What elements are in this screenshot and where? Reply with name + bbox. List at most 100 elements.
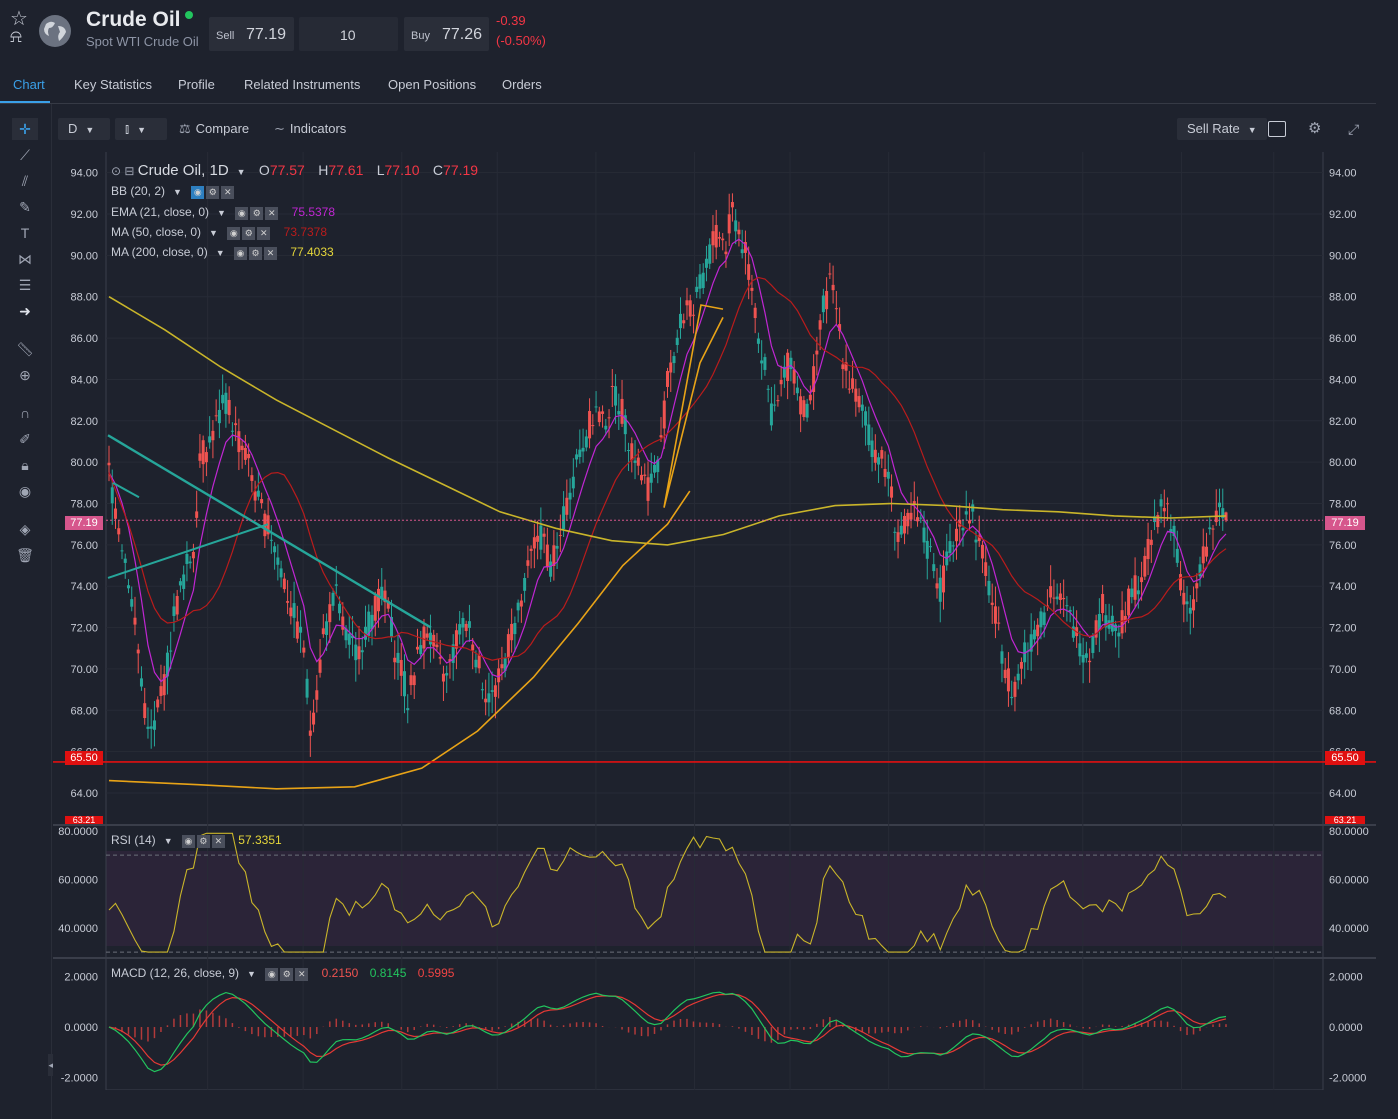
star-icon[interactable]: ☆ xyxy=(10,8,28,30)
bb-label[interactable]: BB (20, 2) xyxy=(111,184,166,198)
chart-background xyxy=(53,152,1376,1090)
settings-gear-icon[interactable]: ⚙ xyxy=(196,834,210,848)
settings-gear-icon[interactable]: ⚙ xyxy=(248,246,262,260)
close-icon[interactable]: ✕ xyxy=(295,967,309,981)
visibility-eye-icon[interactable]: ◉ xyxy=(18,483,32,499)
collapse-toolbar-icon[interactable]: ◀ xyxy=(48,1054,56,1076)
trash-icon[interactable]: 🗑︎ xyxy=(16,547,34,563)
candle-body xyxy=(760,360,764,364)
candle-body xyxy=(799,396,803,415)
chevron-down-icon[interactable]: ▼ xyxy=(236,167,246,177)
buy-button[interactable]: Buy 77.26 xyxy=(404,17,489,51)
magnet-icon[interactable]: ∩ xyxy=(19,405,31,421)
candle-body xyxy=(575,454,579,460)
candle-body xyxy=(1055,596,1059,600)
close-icon[interactable]: ✕ xyxy=(263,246,277,260)
candle-body xyxy=(903,515,907,534)
ma50-label[interactable]: MA (50, close, 0) xyxy=(111,225,202,239)
candle-body xyxy=(402,671,406,697)
chevron-down-icon[interactable]: ▼ xyxy=(215,248,225,258)
candle-body xyxy=(932,564,936,572)
settings-gear-icon[interactable]: ⚙ xyxy=(280,967,294,981)
macd-tick-label-left: -2.0000 xyxy=(61,1072,98,1084)
sell-button[interactable]: Sell 77.19 xyxy=(209,17,294,51)
tab-open-positions[interactable]: Open Positions xyxy=(388,77,477,92)
ruler-icon[interactable]: 📏︎ xyxy=(16,341,34,357)
macd-label[interactable]: MACD (12, 26, close, 9) xyxy=(111,966,240,980)
price-chart[interactable]: AprMayJunJulAugSepOctNovDec2024FebMar94.… xyxy=(53,152,1376,1090)
candle-body xyxy=(464,623,468,631)
crosshair-icon[interactable]: ✛ xyxy=(12,118,38,140)
screenshot-icon[interactable] xyxy=(1268,121,1286,137)
compare-button[interactable]: ⚖ Compare xyxy=(179,118,249,140)
tab-orders[interactable]: Orders xyxy=(502,77,542,92)
chevron-down-icon: ▼ xyxy=(85,125,95,135)
ema-label[interactable]: EMA (21, close, 0) xyxy=(111,205,210,219)
channel-icon[interactable]: ⫽ xyxy=(21,173,29,189)
visibility-eye-icon[interactable]: ◉ xyxy=(235,206,249,220)
candle-body xyxy=(1201,546,1205,564)
compare-label: Compare xyxy=(195,121,250,136)
candle-body xyxy=(997,622,1001,624)
brush-icon[interactable]: ✎ xyxy=(19,199,31,215)
close-icon[interactable]: ✕ xyxy=(265,206,279,220)
close-icon[interactable]: ✕ xyxy=(211,834,225,848)
rsi-tick-label-right: 80.0000 xyxy=(1329,826,1369,838)
chart-canvas[interactable]: AprMayJunJulAugSepOctNovDec2024FebMar94.… xyxy=(53,152,1376,1090)
quantity-input[interactable]: 10 xyxy=(299,17,398,51)
ma200-label[interactable]: MA (200, close, 0) xyxy=(111,245,208,259)
alert-bell-icon[interactable]: ⍾ xyxy=(10,26,22,46)
candle-body xyxy=(221,394,225,404)
symbol-label[interactable]: Crude Oil, 1D xyxy=(137,162,229,179)
candle-body xyxy=(1136,590,1140,595)
chevron-down-icon[interactable]: ▼ xyxy=(209,228,218,238)
settings-gear-icon[interactable]: ⚙ xyxy=(242,226,256,240)
chart-type-dropdown[interactable]: ⫾ ▼ xyxy=(115,118,167,140)
settings-gear-icon[interactable]: ⚙ xyxy=(206,185,220,199)
candle-body xyxy=(230,430,234,432)
visibility-eye-icon[interactable]: ◉ xyxy=(181,834,195,848)
settings-gear-icon[interactable]: ⚙ xyxy=(250,206,264,220)
legend-toggle-icon[interactable]: ⊙ ⊟ xyxy=(111,164,138,178)
fullscreen-icon[interactable]: ⤢ xyxy=(1348,121,1360,137)
candle-body xyxy=(490,690,494,692)
pattern-icon[interactable]: ⋈ xyxy=(18,251,32,267)
candle-body xyxy=(198,453,202,461)
candle-body xyxy=(601,411,605,414)
fibonacci-icon[interactable]: ☰ xyxy=(18,277,32,293)
chevron-down-icon[interactable]: ▼ xyxy=(247,969,256,979)
zoom-in-icon[interactable]: ⊕ xyxy=(19,367,31,383)
chevron-down-icon[interactable]: ▼ xyxy=(217,208,226,218)
indicators-button[interactable]: ∼ Indicators xyxy=(274,118,346,140)
rsi-line xyxy=(108,832,1227,953)
candle-body xyxy=(614,386,618,406)
close-icon[interactable]: ✕ xyxy=(221,185,235,199)
rsi-legend: RSI (14) ▼ ◉ ⚙ ✕ 57.3351 xyxy=(111,833,282,848)
candle-body xyxy=(1117,632,1121,637)
text-tool-icon[interactable]: T xyxy=(20,225,30,241)
tab-profile[interactable]: Profile xyxy=(178,77,215,92)
arrow-icon[interactable]: ➜ xyxy=(19,303,31,319)
tab-key-statistics[interactable]: Key Statistics xyxy=(74,77,153,92)
rate-type-dropdown[interactable]: Sell Rate ▼ xyxy=(1177,118,1267,140)
tab-chart[interactable]: Chart xyxy=(13,77,45,92)
instrument-subtitle: Spot WTI Crude Oil xyxy=(86,34,199,49)
tab-related-instruments[interactable]: Related Instruments xyxy=(244,77,361,92)
lock-icon[interactable]: 🔒︎ xyxy=(21,457,29,473)
visibility-eye-icon[interactable]: ◉ xyxy=(233,246,247,260)
edit-drawings-icon[interactable]: ✐ xyxy=(19,431,31,447)
rsi-label[interactable]: RSI (14) xyxy=(111,833,156,847)
visibility-eye-icon[interactable]: ◉ xyxy=(191,185,205,199)
trend-line-icon[interactable]: ⟋ xyxy=(20,147,30,163)
candle-body xyxy=(1172,525,1176,536)
candle-body xyxy=(1058,593,1062,600)
layers-icon[interactable]: ◈ xyxy=(19,521,31,537)
visibility-eye-icon[interactable]: ◉ xyxy=(227,226,241,240)
close-icon[interactable]: ✕ xyxy=(257,226,271,240)
candle-body xyxy=(406,708,410,711)
chevron-down-icon[interactable]: ▼ xyxy=(173,187,182,197)
interval-dropdown[interactable]: D ▼ xyxy=(58,118,110,140)
chevron-down-icon[interactable]: ▼ xyxy=(163,836,173,846)
visibility-eye-icon[interactable]: ◉ xyxy=(265,967,279,981)
settings-gear-icon[interactable]: ⚙ xyxy=(1308,120,1322,137)
